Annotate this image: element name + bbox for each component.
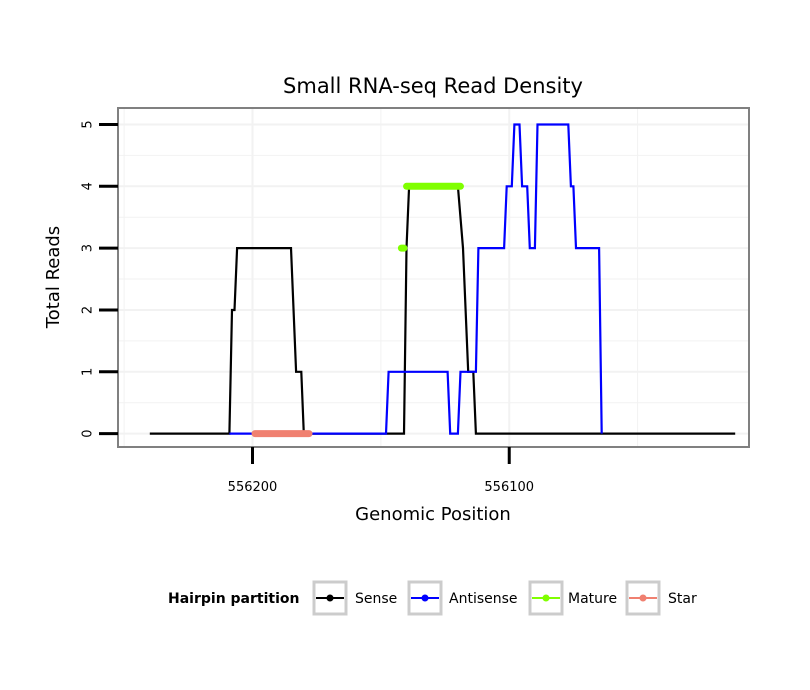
y-axis-label: Total Reads	[43, 226, 64, 329]
series-layer	[149, 123, 736, 438]
x-axis: 556200 556100	[228, 447, 534, 495]
chart-title: Small RNA-seq Read Density	[283, 74, 583, 98]
legend: Hairpin partition Sense Antisense Mature…	[168, 580, 697, 616]
y-axis: 0 1 2 3 4 5	[81, 120, 118, 438]
series-antisense	[229, 123, 603, 435]
legend-label-mature: Mature	[568, 591, 617, 607]
x-tick-label: 556200	[228, 480, 278, 495]
x-tick-label: 556100	[484, 480, 534, 495]
y-tick-label: 1	[81, 368, 96, 376]
plot-panel-border	[117, 107, 750, 448]
legend-dot-sense	[326, 594, 334, 602]
x-axis-label: Genomic Position	[355, 504, 511, 525]
legend-item-star: Star	[625, 580, 697, 616]
y-tick-label: 5	[81, 120, 96, 128]
legend-dot-star	[639, 594, 647, 602]
y-tick-label: 4	[81, 182, 96, 190]
legend-title: Hairpin partition	[168, 591, 299, 607]
legend-label-antisense: Antisense	[449, 591, 518, 607]
y-tick-label: 2	[81, 306, 96, 314]
legend-label-sense: Sense	[355, 591, 397, 607]
legend-item-antisense: Antisense	[407, 580, 518, 616]
series-mature	[397, 182, 464, 252]
y-tick-label: 3	[81, 244, 96, 252]
legend-item-sense: Sense	[312, 580, 397, 616]
legend-dot-antisense	[421, 594, 429, 602]
y-tick-label: 0	[81, 429, 96, 437]
legend-dot-mature	[542, 594, 550, 602]
legend-label-star: Star	[668, 591, 697, 607]
series-line-antisense	[229, 123, 603, 435]
legend-item-mature: Mature	[528, 580, 617, 616]
